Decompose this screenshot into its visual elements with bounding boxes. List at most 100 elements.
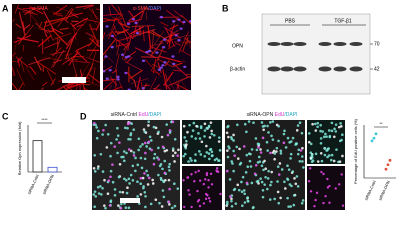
nucleus xyxy=(284,146,288,149)
nucleus xyxy=(151,178,154,182)
nucleus xyxy=(203,135,206,138)
nucleus xyxy=(94,195,98,198)
nucleus xyxy=(334,123,338,126)
fiber xyxy=(57,7,73,27)
nucleus xyxy=(307,132,311,135)
nucleus xyxy=(163,38,167,41)
nucleus xyxy=(97,129,100,133)
nucleus xyxy=(227,135,230,139)
nucleus xyxy=(198,150,201,153)
label-part: EdU xyxy=(275,112,285,118)
fiber xyxy=(175,83,189,90)
nucleus xyxy=(146,174,150,177)
fiber xyxy=(186,36,189,45)
nucleus xyxy=(294,182,298,186)
edu-nucleus xyxy=(205,173,209,177)
nucleus xyxy=(327,129,331,132)
nucleus xyxy=(203,122,207,126)
nucleus xyxy=(296,124,300,127)
fiber xyxy=(188,41,191,49)
nucleus xyxy=(165,123,169,126)
band xyxy=(267,42,281,46)
fiber xyxy=(45,33,50,42)
fiber xyxy=(129,69,143,79)
nucleus xyxy=(104,123,107,127)
significance: **** xyxy=(41,117,48,122)
fiber xyxy=(188,76,191,79)
nucleus xyxy=(249,152,252,156)
nucleus xyxy=(294,142,298,145)
nucleus xyxy=(136,195,139,198)
nucleus xyxy=(168,162,171,166)
nucleus xyxy=(167,178,171,182)
nucleus xyxy=(316,160,320,163)
nucleus xyxy=(264,167,267,170)
nucleus xyxy=(199,126,203,130)
fiber xyxy=(115,35,136,42)
fiber xyxy=(108,6,112,17)
nucleus xyxy=(103,204,106,207)
fiber xyxy=(112,23,119,35)
nucleus xyxy=(103,70,106,73)
edu-nucleus xyxy=(254,163,258,167)
fiber xyxy=(59,27,69,31)
nucleus xyxy=(194,137,197,140)
nucleus xyxy=(270,134,273,138)
nucleus xyxy=(321,130,324,133)
panel-letter: A xyxy=(2,3,9,13)
nucleus xyxy=(116,151,119,155)
nucleus xyxy=(249,165,253,168)
nucleus xyxy=(245,153,249,157)
nucleus xyxy=(116,134,120,137)
fiber xyxy=(116,28,129,35)
fiber xyxy=(181,80,188,90)
edu-nucleus xyxy=(210,183,214,186)
nucleus xyxy=(97,192,101,195)
point xyxy=(374,132,378,136)
nucleus xyxy=(163,159,167,163)
fiber xyxy=(91,67,96,85)
fiber xyxy=(173,10,183,18)
nucleus xyxy=(210,150,214,154)
nucleus xyxy=(148,135,152,139)
nucleus xyxy=(194,159,197,163)
nucleus xyxy=(245,130,248,134)
nucleus xyxy=(260,180,264,184)
nucleus xyxy=(123,159,126,163)
nucleus xyxy=(117,204,120,207)
nucleus xyxy=(96,167,100,170)
fiber xyxy=(165,73,168,81)
nucleus xyxy=(330,121,334,125)
nucleus xyxy=(326,147,330,151)
nucleus xyxy=(127,206,131,210)
nucleus xyxy=(256,161,260,164)
fiber xyxy=(160,21,169,27)
fiber xyxy=(83,5,94,10)
fiber xyxy=(126,56,133,64)
fiber xyxy=(184,37,191,44)
fiber xyxy=(126,19,141,24)
edu-nucleus xyxy=(208,200,212,203)
fiber xyxy=(65,37,75,60)
nucleus xyxy=(120,202,123,206)
nucleus xyxy=(265,140,269,144)
nucleus xyxy=(126,186,129,190)
nucleus xyxy=(161,64,165,67)
nucleus xyxy=(209,121,213,124)
bar-chart: Relative Opn expression (fold) siRNA-Cntr… xyxy=(17,117,62,195)
fiber xyxy=(75,4,94,9)
nucleus xyxy=(286,164,289,168)
fiber xyxy=(67,52,69,60)
nucleus xyxy=(109,154,112,158)
nucleus xyxy=(157,173,160,177)
nucleus xyxy=(171,147,175,150)
bar xyxy=(47,166,58,173)
nucleus xyxy=(189,20,191,23)
fiber xyxy=(90,51,97,71)
edu-nucleus xyxy=(207,197,211,200)
nucleus xyxy=(231,162,234,165)
edu-nucleus xyxy=(113,145,117,148)
nucleus xyxy=(256,142,260,146)
edu-nucleus xyxy=(205,171,209,175)
category-label: siRNA-OPN xyxy=(41,174,55,196)
